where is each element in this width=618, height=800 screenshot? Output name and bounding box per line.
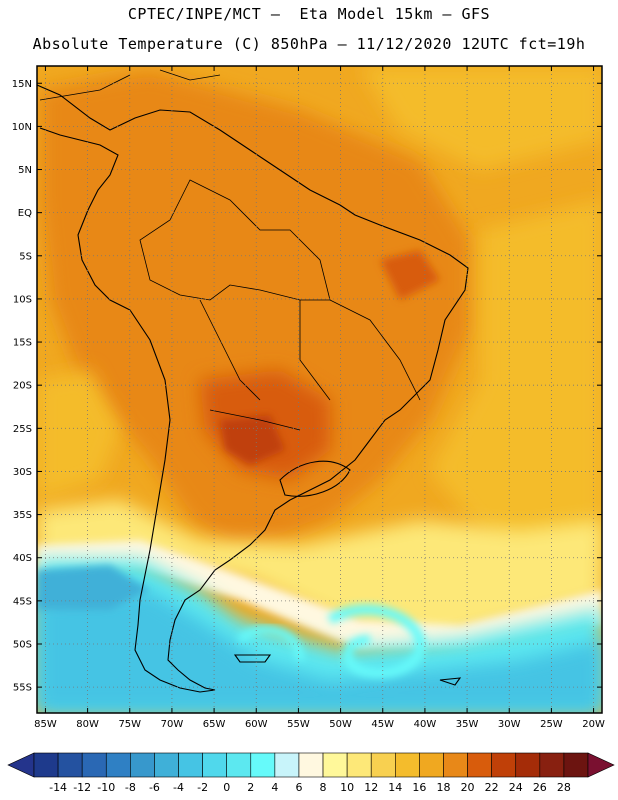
colorbar-label: 8 bbox=[320, 781, 327, 794]
lat-tick-label: 45S bbox=[13, 596, 32, 607]
colorbar-label: 10 bbox=[340, 781, 354, 794]
lon-tick-label: 40W bbox=[414, 719, 437, 730]
colorbar-swatch bbox=[467, 752, 492, 778]
lat-tick-label: 15S bbox=[13, 338, 32, 349]
chart-subtitle: Absolute Temperature (C) 850hPa – 11/12/… bbox=[32, 35, 586, 53]
colorbar-swatch bbox=[419, 752, 444, 778]
colorbar-swatch bbox=[154, 752, 179, 778]
colorbar-label: -2 bbox=[197, 781, 208, 794]
colorbar-swatch bbox=[274, 752, 300, 778]
colorbar-swatch bbox=[250, 752, 276, 778]
colorbar-right-arrow bbox=[587, 752, 615, 778]
lon-tick-label: 65W bbox=[203, 719, 226, 730]
colorbar-label: 28 bbox=[557, 781, 571, 794]
lat-tick-label: 10N bbox=[12, 122, 32, 133]
colorbar-label: -8 bbox=[125, 781, 136, 794]
colorbar-label: -6 bbox=[149, 781, 160, 794]
temperature-field bbox=[37, 66, 602, 713]
colorbar-label: 22 bbox=[485, 781, 499, 794]
lat-tick-label: 15N bbox=[12, 79, 32, 90]
colorbar-label: 6 bbox=[295, 781, 302, 794]
colorbar-label: -14 bbox=[49, 781, 67, 794]
latitude-axis: 15N 10N 5N EQ 5S 10S 15S 20S 25S 30S 35S 40S 45S 50S 5… bbox=[12, 79, 602, 694]
colorbar-swatch bbox=[322, 752, 348, 778]
lat-tick-label: 35S bbox=[13, 510, 32, 521]
colorbar-label: -12 bbox=[73, 781, 91, 794]
colorbar-swatch bbox=[346, 752, 372, 778]
lon-tick-label: 85W bbox=[34, 719, 57, 730]
lat-tick-label: 10S bbox=[13, 294, 32, 305]
colorbar-label: 26 bbox=[533, 781, 547, 794]
lon-tick-label: 50W bbox=[329, 719, 352, 730]
colorbar-swatch bbox=[563, 752, 589, 778]
colorbar-swatch bbox=[81, 752, 107, 778]
colorbar-swatch bbox=[370, 752, 396, 778]
colorbar-label: 0 bbox=[223, 781, 230, 794]
colorbar-swatch bbox=[395, 752, 420, 778]
colorbar-swatch bbox=[178, 752, 203, 778]
colorbar-left-arrow bbox=[7, 752, 35, 778]
colorbar-swatch bbox=[491, 752, 517, 778]
lon-tick-label: 60W bbox=[245, 719, 268, 730]
coastline bbox=[37, 69, 469, 693]
colorbar-label: 24 bbox=[509, 781, 523, 794]
colorbar-swatch bbox=[57, 752, 83, 778]
lon-tick-label: 70W bbox=[161, 719, 184, 730]
lat-tick-label: 30S bbox=[13, 467, 32, 478]
longitude-axis: 85W 80W 75W 70W 65W 60W 55W 50W 45W 40W 35W 30W 25W 2… bbox=[34, 66, 605, 730]
colorbar-label: 12 bbox=[364, 781, 378, 794]
lon-tick-label: 20W bbox=[582, 719, 605, 730]
lon-tick-label: 55W bbox=[287, 719, 310, 730]
colorbar-swatch bbox=[298, 752, 324, 778]
colorbar-label: -10 bbox=[97, 781, 115, 794]
colorbar-label: 2 bbox=[247, 781, 254, 794]
colorbar-swatch bbox=[539, 752, 565, 778]
colorbar-label: 18 bbox=[436, 781, 450, 794]
colorbar-swatch bbox=[226, 752, 252, 778]
lon-tick-label: 80W bbox=[76, 719, 99, 730]
colorbar-swatch bbox=[33, 752, 59, 778]
colorbar-label: 4 bbox=[271, 781, 278, 794]
colorbar-label: 14 bbox=[388, 781, 402, 794]
lat-tick-label: 25S bbox=[13, 424, 32, 435]
colorbar-label: 20 bbox=[461, 781, 475, 794]
colorbar-swatch bbox=[443, 752, 468, 778]
lon-tick-label: 30W bbox=[498, 719, 521, 730]
lat-tick-label: EQ bbox=[18, 208, 32, 219]
lat-tick-label: 40S bbox=[13, 553, 32, 564]
colorbar-swatch bbox=[202, 752, 227, 778]
lat-tick-label: 20S bbox=[13, 381, 32, 392]
colorbar-label: -4 bbox=[173, 781, 184, 794]
chart-title: CPTEC/INPE/MCT – Eta Model 15km – GFS bbox=[127, 5, 491, 23]
colorbar-swatch bbox=[515, 752, 541, 778]
map-frame bbox=[36, 65, 603, 714]
lat-tick-label: 55S bbox=[13, 683, 32, 694]
lat-tick-label: 5N bbox=[18, 165, 32, 176]
colorbar-swatch bbox=[130, 752, 155, 778]
lat-tick-label: 50S bbox=[13, 639, 32, 650]
lon-tick-label: 35W bbox=[456, 719, 479, 730]
colorbar-swatch bbox=[105, 752, 131, 778]
lon-tick-label: 75W bbox=[118, 719, 141, 730]
lon-tick-label: 45W bbox=[371, 719, 394, 730]
colorbar-label: 16 bbox=[412, 781, 426, 794]
lon-tick-label: 25W bbox=[540, 719, 563, 730]
lat-tick-label: 5S bbox=[19, 251, 32, 262]
